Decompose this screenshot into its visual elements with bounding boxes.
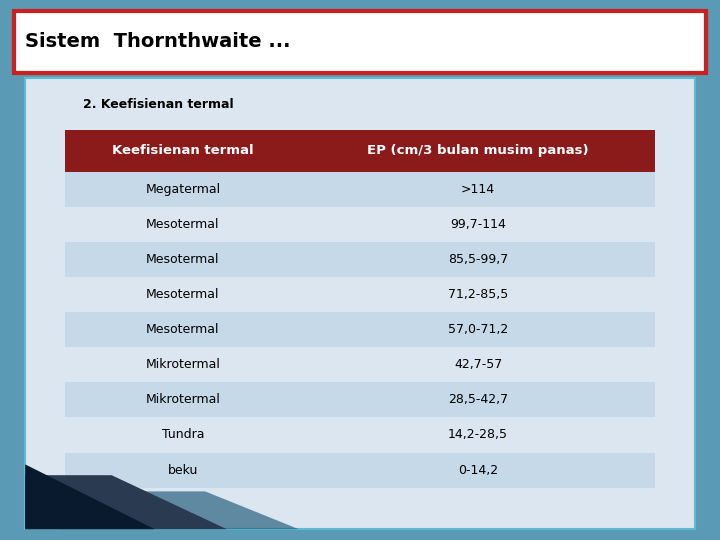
- Text: 99,7-114: 99,7-114: [450, 218, 506, 231]
- Text: 57,0-71,2: 57,0-71,2: [448, 323, 508, 336]
- Bar: [65, 130, 301, 172]
- Bar: [65, 382, 301, 417]
- Text: Keefisienan termal: Keefisienan termal: [112, 144, 253, 157]
- Text: Sistem  Thornthwaite ...: Sistem Thornthwaite ...: [25, 32, 291, 51]
- Text: Mesotermal: Mesotermal: [146, 218, 220, 231]
- Polygon shape: [25, 464, 155, 529]
- Text: Mesotermal: Mesotermal: [146, 323, 220, 336]
- Text: 28,5-42,7: 28,5-42,7: [448, 393, 508, 407]
- Bar: [65, 417, 301, 453]
- Bar: [65, 277, 301, 312]
- Bar: [65, 207, 301, 242]
- Bar: [25, 78, 695, 529]
- Text: Mesotermal: Mesotermal: [146, 253, 220, 266]
- Text: 85,5-99,7: 85,5-99,7: [448, 253, 508, 266]
- Text: Tundra: Tundra: [161, 428, 204, 442]
- Bar: [301, 453, 655, 488]
- Bar: [65, 453, 301, 488]
- Bar: [65, 172, 301, 207]
- Bar: [65, 312, 301, 347]
- Text: Megatermal: Megatermal: [145, 183, 220, 196]
- Bar: [301, 347, 655, 382]
- Bar: [301, 382, 655, 417]
- Text: Mikrotermal: Mikrotermal: [145, 393, 220, 407]
- Text: 0-14,2: 0-14,2: [458, 463, 498, 477]
- Bar: [65, 242, 301, 277]
- Text: >114: >114: [461, 183, 495, 196]
- Text: beku: beku: [168, 463, 198, 477]
- Bar: [301, 312, 655, 347]
- Text: 2. Keefisienan termal: 2. Keefisienan termal: [83, 98, 233, 111]
- Text: Mikrotermal: Mikrotermal: [145, 358, 220, 372]
- Bar: [301, 277, 655, 312]
- Text: 42,7-57: 42,7-57: [454, 358, 503, 372]
- Bar: [301, 172, 655, 207]
- Bar: [301, 130, 655, 172]
- Polygon shape: [61, 491, 299, 529]
- Bar: [65, 347, 301, 382]
- Bar: [301, 242, 655, 277]
- Text: 14,2-28,5: 14,2-28,5: [448, 428, 508, 442]
- Text: 71,2-85,5: 71,2-85,5: [448, 288, 508, 301]
- Bar: [301, 207, 655, 242]
- Text: EP (cm/3 bulan musim panas): EP (cm/3 bulan musim panas): [367, 144, 589, 157]
- Bar: [14, 11, 706, 73]
- Text: Mesotermal: Mesotermal: [146, 288, 220, 301]
- Bar: [301, 417, 655, 453]
- Polygon shape: [25, 475, 227, 529]
